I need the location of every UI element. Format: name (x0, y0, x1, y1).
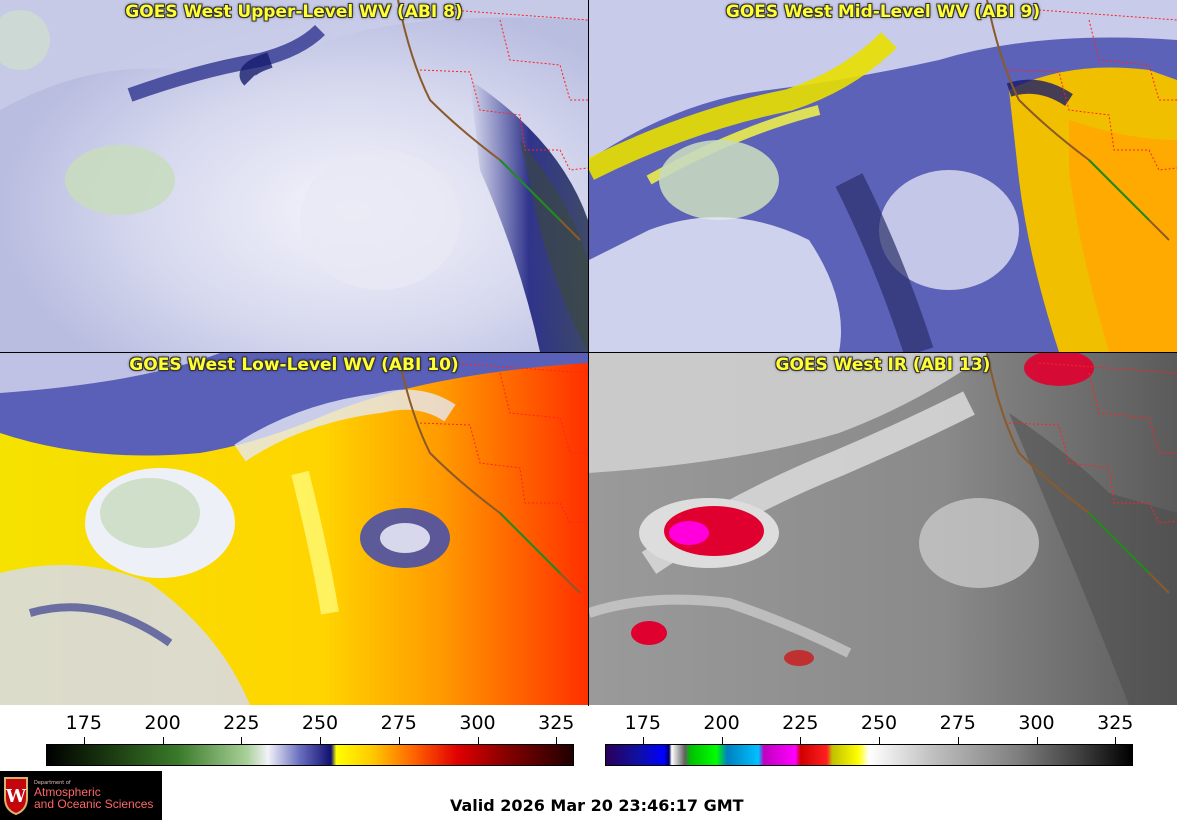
colorbar-tick-mark (162, 737, 164, 744)
colorbar-tick-mark (241, 737, 243, 744)
wv-tick-label: 275 (380, 712, 417, 734)
wv-tick-label: 325 (538, 712, 575, 734)
colorbar-tick-mark (398, 737, 400, 744)
wv-tick-label: 250 (301, 712, 339, 734)
logo-line-atmospheric: Atmospheric (34, 785, 101, 799)
ir-colorbar (605, 744, 1133, 766)
mid-level-wv-image (589, 0, 1177, 352)
mid-level-wv-title: GOES West Mid-Level WV (ABI 9) (725, 2, 1041, 22)
ir-tick-label: 300 (1018, 712, 1055, 734)
ir-tick-label: 250 (860, 712, 898, 734)
upper-level-wv-image (0, 0, 588, 352)
logo-name-text: Atmospheric and Oceanic Sciences (34, 786, 153, 810)
wv-colorbar (46, 744, 574, 766)
ir-tick-label: 200 (703, 712, 740, 734)
low-level-wv-title: GOES West Low-Level WV (ABI 10) (129, 355, 459, 375)
colorbar-tick-mark (477, 737, 479, 744)
colorbar-tick-mark (642, 737, 644, 744)
logo-line-oceanic: and Oceanic Sciences (34, 797, 154, 811)
colorbar-tick-mark (800, 737, 802, 744)
colorbar-tick-mark (721, 737, 723, 744)
colorbar-tick-mark (556, 737, 558, 744)
low-level-wv-image (0, 353, 588, 705)
wv-colorbar-ticks: 175 200 225 250 275 300 325 (46, 712, 575, 744)
colorbar-tick-mark (1115, 737, 1117, 744)
mid-level-wv-panel: GOES West Mid-Level WV (ABI 9) (589, 0, 1177, 352)
colorbar-tick-mark (957, 737, 959, 744)
ir-image (589, 353, 1177, 705)
aos-logo: W Department of Atmospheric and Oceanic S… (0, 771, 162, 820)
ir-colorbar-ticks: 175 200 225 250 275 300 325 (605, 712, 1134, 744)
ir-tick-label: 325 (1097, 712, 1134, 734)
valid-time: Valid 2026 Mar 20 23:46:17 GMT (450, 796, 744, 815)
ir-title: GOES West IR (ABI 13) (775, 355, 991, 375)
wv-tick-label: 300 (459, 712, 496, 734)
ir-tick-label: 275 (939, 712, 976, 734)
colorbar-tick-mark (83, 737, 85, 744)
ir-tick-label: 225 (782, 712, 819, 734)
panel-divider-horizontal (0, 352, 1177, 353)
uw-crest-icon: W (4, 777, 28, 816)
low-level-wv-panel: GOES West Low-Level WV (ABI 10) (0, 353, 588, 705)
colorbar-tick-mark (879, 737, 881, 744)
upper-level-wv-panel: GOES West Upper-Level WV (ABI 8) (0, 0, 588, 352)
colorbar-tick-mark (320, 737, 322, 744)
wv-tick-label: 225 (223, 712, 260, 734)
svg-text:W: W (5, 786, 27, 807)
upper-level-wv-title: GOES West Upper-Level WV (ABI 8) (125, 2, 463, 22)
wv-tick-label: 200 (144, 712, 181, 734)
ir-panel: GOES West IR (ABI 13) (589, 353, 1177, 705)
panel-divider-vertical (588, 0, 589, 706)
wv-tick-label: 175 (65, 712, 102, 734)
ir-tick-label: 175 (624, 712, 661, 734)
logo-department-text: Department of (34, 780, 71, 786)
colorbar-tick-mark (1036, 737, 1038, 744)
